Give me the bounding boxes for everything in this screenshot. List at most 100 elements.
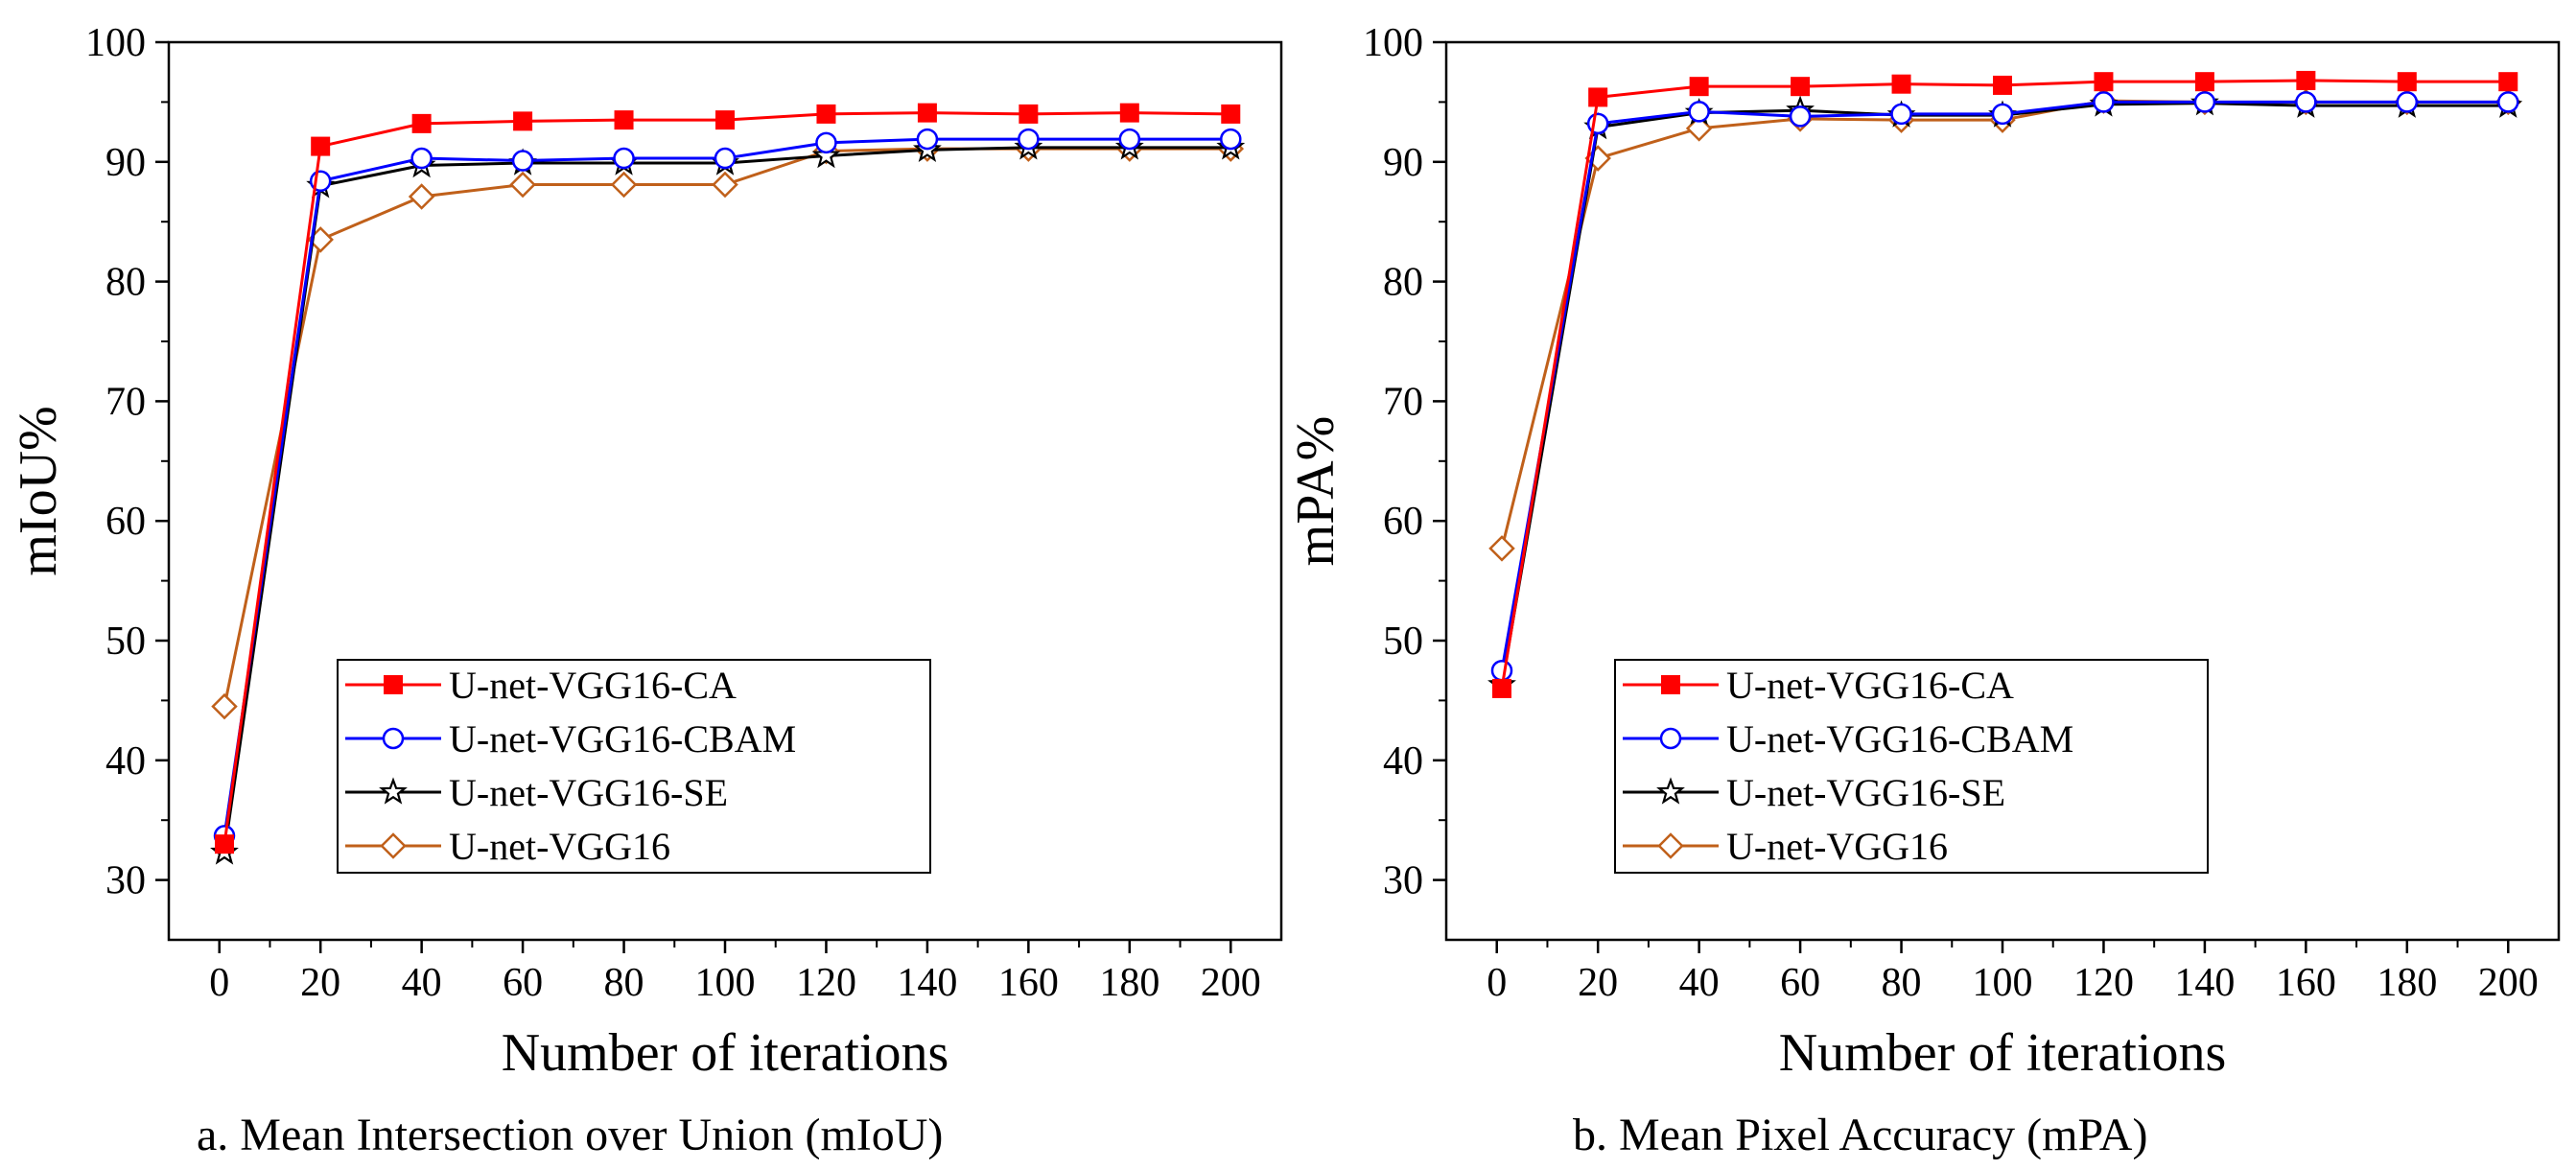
chart-a-x-tick-label: 20 bbox=[300, 961, 340, 1005]
chart-a-legend-label: U-net-VGG16-CA bbox=[449, 664, 737, 707]
chart-b-point-u-net-vgg16-cbam bbox=[2296, 92, 2315, 111]
chart-a-y-tick-label: 50 bbox=[105, 620, 146, 664]
chart-b-point-u-net-vgg16-ca bbox=[1690, 78, 1708, 96]
chart-a-line-u-net-vgg16 bbox=[224, 149, 1230, 707]
chart-a-x-tick-label: 160 bbox=[998, 961, 1059, 1005]
chart-a-x-axis-label: Number of iterations bbox=[502, 1023, 949, 1083]
chart-b-legend: U-net-VGG16-CA U-net-VGG16-CBAM U-net-VGG1… bbox=[1615, 660, 2208, 873]
chart-a-point-u-net-vgg16 bbox=[213, 695, 236, 718]
chart-a-point-u-net-vgg16-ca bbox=[514, 112, 532, 130]
chart-a-x-tick-label: 200 bbox=[1201, 961, 1261, 1005]
chart-a-point-u-net-vgg16-ca bbox=[716, 111, 735, 129]
chart-b-point-u-net-vgg16-ca bbox=[2499, 73, 2517, 91]
chart-b-y-tick-label: 50 bbox=[1383, 620, 1423, 664]
chart-a-point-u-net-vgg16-cbam bbox=[615, 149, 634, 168]
chart-b-y-tick-label: 70 bbox=[1383, 380, 1423, 424]
chart-a-point-u-net-vgg16-cbam bbox=[816, 133, 835, 152]
chart-a-x-tick-label: 40 bbox=[402, 961, 442, 1005]
chart-b-y-tick-label: 90 bbox=[1383, 141, 1423, 185]
chart-b-point-u-net-vgg16-cbam bbox=[2498, 92, 2517, 111]
chart-b-x-tick-label: 80 bbox=[1882, 961, 1922, 1005]
chart-a-x-tick-label: 80 bbox=[604, 961, 644, 1005]
chart-b-point-u-net-vgg16-cbam bbox=[1690, 102, 1709, 121]
chart-a-point-u-net-vgg16-ca bbox=[216, 835, 234, 854]
chart-b-line-u-net-vgg16-se bbox=[1502, 104, 2508, 686]
chart-b-point-u-net-vgg16-ca bbox=[1493, 679, 1511, 697]
chart-b-point-u-net-vgg16-ca bbox=[1892, 75, 1910, 93]
chart-a-x-tick-label: 120 bbox=[796, 961, 856, 1005]
chart-a-legend-marker-u-net-vgg16-ca bbox=[385, 676, 403, 694]
chart-a-x-tick-label: 100 bbox=[695, 961, 756, 1005]
chart-b-x-axis-label: Number of iterations bbox=[1779, 1023, 2227, 1083]
chart-a-x-tick-label: 180 bbox=[1099, 961, 1159, 1005]
chart-b-point-u-net-vgg16-cbam bbox=[2195, 92, 2214, 111]
chart-a-x-tick-label: 60 bbox=[503, 961, 543, 1005]
chart-b-y-tick-label: 60 bbox=[1383, 500, 1423, 544]
chart-a-point-u-net-vgg16-ca bbox=[1222, 105, 1240, 123]
chart-b-y-tick-label: 100 bbox=[1363, 21, 1423, 65]
chart-a-y-tick-label: 60 bbox=[105, 500, 146, 544]
chart-b-point-u-net-vgg16-ca bbox=[2095, 73, 2113, 91]
chart-a-point-u-net-vgg16-cbam bbox=[715, 149, 735, 168]
chart-a-legend-marker-u-net-vgg16-cbam bbox=[384, 729, 403, 748]
chart-a-point-u-net-vgg16-ca bbox=[918, 104, 936, 122]
chart-a-y-tick-label: 70 bbox=[105, 380, 146, 424]
chart-b-series-u-net-vgg16-se bbox=[1490, 91, 2519, 694]
chart-b-legend-label: U-net-VGG16-CA bbox=[1726, 664, 2014, 707]
chart-a-legend-label: U-net-VGG16-SE bbox=[449, 771, 728, 814]
chart-b-x-tick-label: 120 bbox=[2073, 961, 2134, 1005]
chart-a-y-tick-label: 30 bbox=[105, 859, 146, 903]
chart-b-legend-label: U-net-VGG16 bbox=[1726, 825, 1948, 868]
chart-b-legend-marker-u-net-vgg16-ca bbox=[1662, 676, 1680, 694]
caption-b: b. Mean Pixel Accuracy (mPA) bbox=[1573, 1109, 2147, 1161]
chart-b-x-tick-label: 160 bbox=[2276, 961, 2336, 1005]
chart-a-point-u-net-vgg16-cbam bbox=[1120, 129, 1139, 149]
chart-a-point-u-net-vgg16-cbam bbox=[1221, 129, 1240, 149]
chart-b-x-tick-label: 180 bbox=[2377, 961, 2437, 1005]
chart-b-x-tick-label: 200 bbox=[2478, 961, 2539, 1005]
chart-a-legend-label: U-net-VGG16-CBAM bbox=[449, 717, 796, 760]
chart-b-line-u-net-vgg16-cbam bbox=[1502, 102, 2508, 670]
chart-a-legend: U-net-VGG16-CA U-net-VGG16-CBAM U-net-VGG1… bbox=[338, 660, 930, 873]
chart-b-point-u-net-vgg16 bbox=[1490, 537, 1513, 560]
caption-a: a. Mean Intersection over Union (mIoU) bbox=[197, 1109, 943, 1161]
chart-a-y-tick-label: 80 bbox=[105, 261, 146, 305]
chart-b-line-u-net-vgg16-ca bbox=[1502, 81, 2508, 689]
chart-b-point-u-net-vgg16-cbam bbox=[2398, 92, 2417, 111]
chart-b-y-tick-label: 80 bbox=[1383, 261, 1423, 305]
chart-a-y-tick-label: 100 bbox=[85, 21, 146, 65]
chart-b-point-u-net-vgg16-cbam bbox=[1791, 106, 1810, 126]
chart-b-point-u-net-vgg16-ca bbox=[1791, 78, 1810, 96]
chart-a-point-u-net-vgg16 bbox=[613, 174, 636, 197]
chart-a-y-axis-label: mIoU% bbox=[9, 406, 68, 575]
chart-a-point-u-net-vgg16 bbox=[410, 185, 433, 208]
chart-b-y-axis-label: mPA% bbox=[1286, 416, 1346, 567]
chart-b-x-tick-label: 60 bbox=[1780, 961, 1820, 1005]
chart-a-point-u-net-vgg16-ca bbox=[312, 137, 330, 155]
chart-b-point-u-net-vgg16-cbam bbox=[2094, 92, 2113, 111]
chart-b-y-tick-label: 40 bbox=[1383, 739, 1423, 784]
chart-b-series-u-net-vgg16 bbox=[1490, 89, 2519, 560]
chart-b-point-u-net-vgg16-cbam bbox=[1892, 105, 1911, 124]
chart-b-line-u-net-vgg16 bbox=[1502, 101, 2508, 549]
chart-b-point-u-net-vgg16-ca bbox=[2398, 73, 2416, 91]
chart-a-x-tick-label: 0 bbox=[209, 961, 229, 1005]
chart-a-point-u-net-vgg16-ca bbox=[817, 105, 835, 123]
chart-a-point-u-net-vgg16-ca bbox=[1019, 105, 1038, 123]
chart-a-legend-label: U-net-VGG16 bbox=[449, 825, 670, 868]
chart-b-legend-label: U-net-VGG16-SE bbox=[1726, 771, 2005, 814]
chart-b-x-tick-label: 140 bbox=[2174, 961, 2235, 1005]
chart-b-x-tick-label: 20 bbox=[1578, 961, 1618, 1005]
chart-b-point-u-net-vgg16-ca bbox=[2195, 73, 2213, 91]
chart-b-point-u-net-vgg16-cbam bbox=[1993, 105, 2012, 124]
chart-a-point-u-net-vgg16-ca bbox=[412, 114, 431, 132]
chart-b-legend-label: U-net-VGG16-CBAM bbox=[1726, 717, 2073, 760]
figure-canvas: 0 20 40 60 80 100 120 140 160 180 2003040506070809… bbox=[0, 0, 2576, 1170]
chart-b-point-u-net-vgg16-ca bbox=[2297, 71, 2315, 89]
chart-b-x-tick-label: 0 bbox=[1487, 961, 1507, 1005]
chart-a-y-tick-label: 40 bbox=[105, 739, 146, 784]
chart-b-series-u-net-vgg16-cbam bbox=[1492, 92, 2517, 680]
chart-b-x-tick-label: 40 bbox=[1679, 961, 1720, 1005]
chart-a-y-tick-label: 90 bbox=[105, 141, 146, 185]
chart-a-point-u-net-vgg16-cbam bbox=[513, 152, 532, 171]
